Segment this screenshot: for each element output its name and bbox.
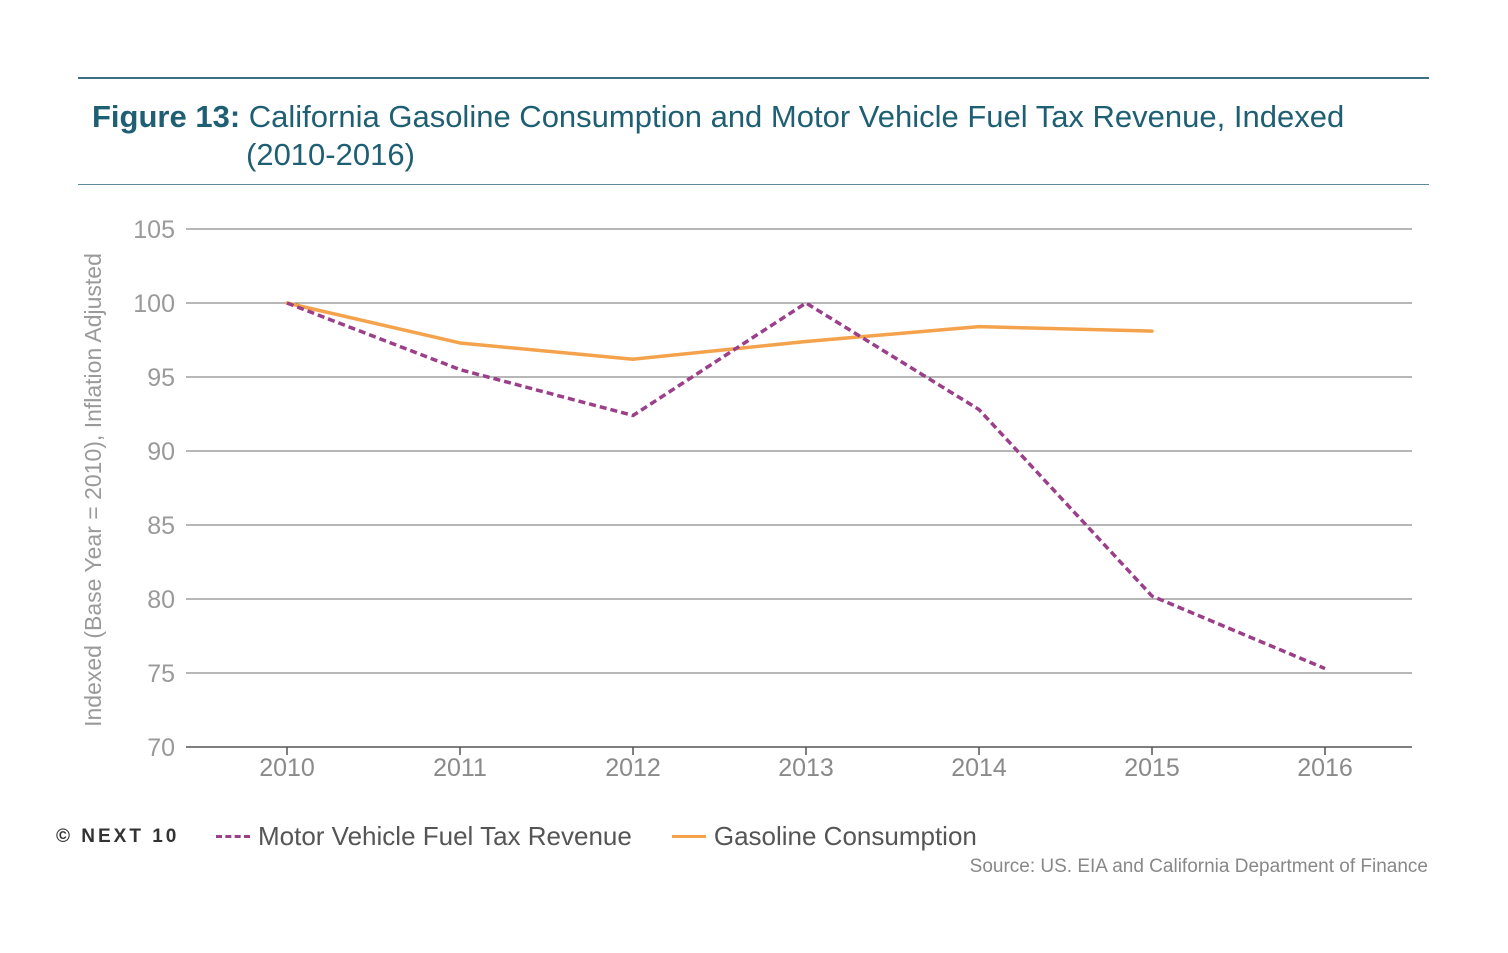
legend-item-gasoline: Gasoline Consumption <box>671 820 977 852</box>
x-tick-label-2015: 2015 <box>1124 754 1180 782</box>
y-tick-label-85: 85 <box>147 512 175 540</box>
title-line2: (2010-2016) <box>246 137 415 172</box>
legend: Motor Vehicle Fuel Tax Revenue Gasoline … <box>216 818 1017 854</box>
top-rule <box>78 77 1429 79</box>
legend-swatch-gasoline <box>671 834 706 838</box>
x-tick-label-2014: 2014 <box>951 754 1007 782</box>
title-rule <box>78 184 1429 185</box>
series-line-fuel-tax-revenue <box>286 301 1326 671</box>
y-tick-label-95: 95 <box>147 364 175 392</box>
x-tick-label-2010: 2010 <box>259 754 315 782</box>
x-tick-label-2016: 2016 <box>1297 754 1353 782</box>
legend-swatch-fuel-tax <box>216 834 250 838</box>
series-line-gasoline-consumption <box>285 301 1154 361</box>
source-note: Source: US. EIA and California Departmen… <box>969 856 1428 877</box>
y-tick-label-75: 75 <box>147 660 175 688</box>
gridlines <box>186 228 1412 748</box>
x-tick-label-2013: 2013 <box>778 754 834 782</box>
title-line1: California Gasoline Consumption and Moto… <box>248 99 1345 134</box>
legend-label-fuel-tax: Motor Vehicle Fuel Tax Revenue <box>258 820 632 851</box>
chart-title: Figure 13: California Gasoline Consumpti… <box>92 98 1412 174</box>
figure-label: Figure 13: <box>92 99 241 134</box>
x-tick-label-2012: 2012 <box>605 754 661 782</box>
y-tick-label-70: 70 <box>147 734 175 762</box>
y-tick-label-100: 100 <box>133 290 175 318</box>
legend-label-gasoline: Gasoline Consumption <box>713 820 977 851</box>
copyright-logo: © NEXT 10 <box>56 826 180 847</box>
y-axis-label: Indexed (Base Year = 2010), Inflation Ad… <box>80 253 106 727</box>
y-tick-label-90: 90 <box>147 438 175 466</box>
y-tick-labels: 70 75 80 85 90 95 100 105 <box>133 216 175 762</box>
y-tick-label-80: 80 <box>147 586 175 614</box>
legend-item-fuel-tax: Motor Vehicle Fuel Tax Revenue <box>216 821 632 852</box>
x-tick-label-2011: 2011 <box>433 754 487 782</box>
x-tick-labels: 2010 2011 2012 2013 2014 2015 2016 <box>259 747 1353 782</box>
y-tick-label-105: 105 <box>133 216 175 244</box>
series-lines <box>285 301 1326 671</box>
